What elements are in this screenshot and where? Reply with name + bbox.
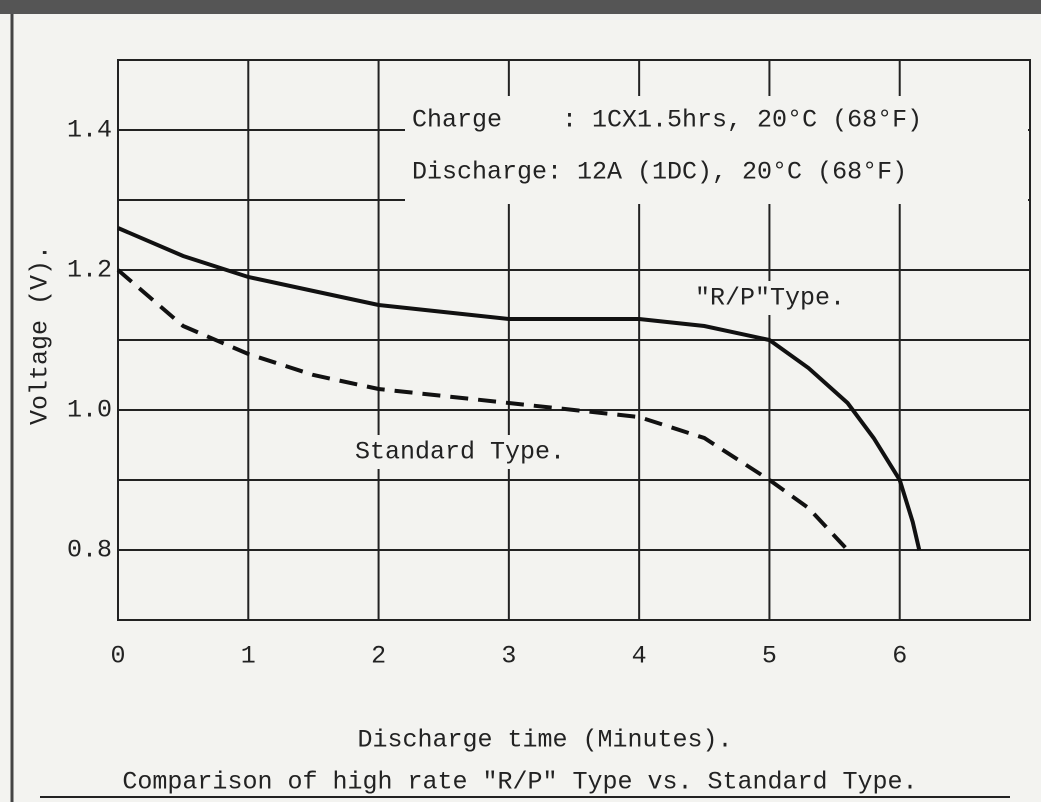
x-tick-label: 5 xyxy=(762,642,777,671)
series-label-bg xyxy=(349,435,571,469)
x-tick-label: 6 xyxy=(892,642,907,671)
annotation-box xyxy=(405,96,1028,204)
series-line xyxy=(117,226,922,551)
series-line xyxy=(116,268,850,552)
annotation: Discharge: 12A (1DC), 20°C (68°F) xyxy=(412,158,907,187)
y-tick-label: 1.0 xyxy=(67,396,112,425)
x-tick-label: 2 xyxy=(371,642,386,671)
x-tick-label: 3 xyxy=(501,642,516,671)
series-label-bg xyxy=(689,281,851,315)
x-axis-label: Discharge time (Minutes). xyxy=(357,726,732,755)
series-label: "R/P"Type. xyxy=(695,284,845,313)
y-axis-label: Voltage (V). xyxy=(26,245,55,425)
top-strip xyxy=(0,0,1041,14)
y-tick-label: 1.2 xyxy=(67,256,112,285)
series-label: Standard Type. xyxy=(355,438,565,467)
y-tick-label: 1.4 xyxy=(67,116,112,145)
x-tick-label: 1 xyxy=(241,642,256,671)
x-tick-label: 4 xyxy=(632,642,647,671)
y-tick-label: 0.8 xyxy=(67,536,112,565)
plot-frame xyxy=(117,59,1031,621)
chart-title: Comparison of high rate "R/P" Type vs. S… xyxy=(122,768,917,797)
x-tick-label: 0 xyxy=(110,642,125,671)
annotation: Charge : 1CX1.5hrs, 20°C (68°F) xyxy=(412,106,922,135)
